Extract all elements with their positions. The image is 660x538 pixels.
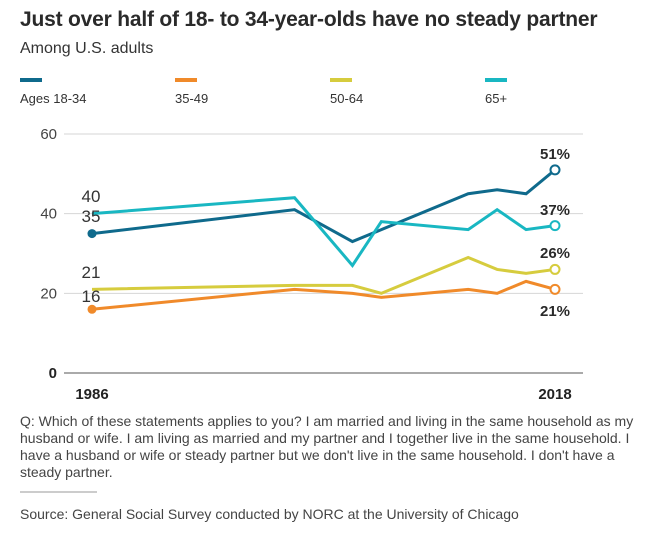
end-value-label: 51% xyxy=(540,146,570,163)
y-tick-label: 60 xyxy=(40,126,57,143)
legend-swatch xyxy=(330,78,352,82)
end-value-label: 26% xyxy=(540,245,570,262)
chart-subtitle: Among U.S. adults xyxy=(20,40,154,57)
legend-label: 35-49 xyxy=(175,91,209,106)
y-tick-label: 40 xyxy=(40,206,57,223)
series-line xyxy=(91,196,556,268)
end-point-marker xyxy=(549,164,561,176)
legend-label: Ages 18-34 xyxy=(20,91,87,106)
question-note: Q: Which of these statements applies to … xyxy=(20,413,634,480)
legend-swatch xyxy=(485,78,507,82)
legend-label: 50-64 xyxy=(330,91,364,106)
start-value-label: 16 xyxy=(82,287,101,306)
series-line xyxy=(91,168,556,244)
end-point-marker xyxy=(549,283,561,295)
divider xyxy=(20,491,97,493)
x-tick-label: 1986 xyxy=(75,386,108,403)
legend-swatch xyxy=(20,78,42,82)
end-point-marker xyxy=(549,220,561,232)
series-line xyxy=(91,279,556,311)
line-chart: 0 20 40 60 1986 2018 35 16 21 40 51% 21% 26% 37% xyxy=(40,126,583,403)
start-point-marker xyxy=(87,304,97,314)
end-point-marker xyxy=(549,263,561,275)
legend-label: 65+ xyxy=(485,91,508,106)
legend-item-65-plus: 65+ xyxy=(485,78,507,106)
start-value-label: 21 xyxy=(82,263,101,282)
x-tick-label: 2018 xyxy=(538,386,571,403)
series-line xyxy=(91,255,556,295)
start-value-label: 40 xyxy=(82,187,101,206)
end-value-label: 21% xyxy=(540,303,570,320)
legend-item-35-49: 35-49 xyxy=(175,78,208,106)
start-point-marker xyxy=(87,229,97,239)
legend-item-50-64: 50-64 xyxy=(330,78,363,106)
y-tick-label: 20 xyxy=(40,285,57,302)
source-note: Source: General Social Survey conducted … xyxy=(20,506,519,522)
y-tick-label: 0 xyxy=(49,365,57,382)
chart-title: Just over half of 18- to 34-year-olds ha… xyxy=(20,8,598,31)
end-value-label: 37% xyxy=(540,202,570,219)
legend-item-18-34: Ages 18-34 xyxy=(20,78,87,106)
legend-swatch xyxy=(175,78,197,82)
start-value-label: 35 xyxy=(82,207,101,226)
